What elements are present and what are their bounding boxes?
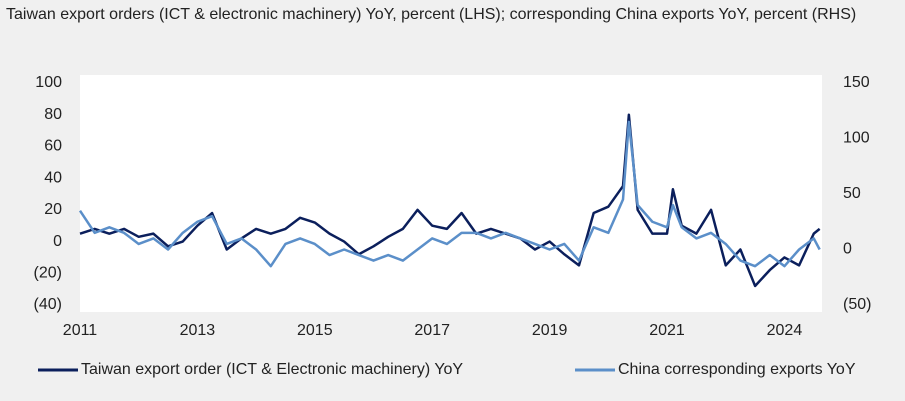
y-tick-label: 80 [44, 106, 62, 123]
legend-label: China corresponding exports YoY [618, 361, 856, 378]
x-tick-label: 2021 [649, 322, 685, 339]
x-tick-label: 2017 [414, 322, 450, 339]
y2-tick-label: 150 [843, 74, 870, 91]
x-tick-label: 2013 [180, 322, 216, 339]
legend-label: Taiwan export order (ICT & Electronic ma… [81, 361, 463, 378]
y-tick-label: 100 [35, 74, 62, 91]
y-tick-label: 40 [44, 169, 62, 186]
y2-tick-label: 0 [843, 241, 852, 258]
y2-tick-label: 50 [843, 185, 861, 202]
y2-tick-label: (50) [843, 296, 871, 313]
y-tick-label: 60 [44, 138, 62, 155]
y2-tick-label: 100 [843, 130, 870, 147]
series-line [78, 120, 821, 268]
x-tick-label: 2011 [63, 322, 98, 339]
y-tick-label: 20 [44, 201, 62, 218]
y-tick-label: (40) [34, 296, 62, 313]
x-tick-label: 2019 [532, 322, 568, 339]
series-line [79, 113, 821, 288]
x-tick-label: 2015 [297, 322, 333, 339]
y-tick-label: (20) [34, 265, 62, 282]
plot-area [80, 75, 822, 312]
chart-title: Taiwan export orders (ICT & electronic m… [6, 6, 857, 23]
y-tick-label: 0 [53, 233, 62, 250]
x-tick-label: 2024 [767, 322, 803, 339]
